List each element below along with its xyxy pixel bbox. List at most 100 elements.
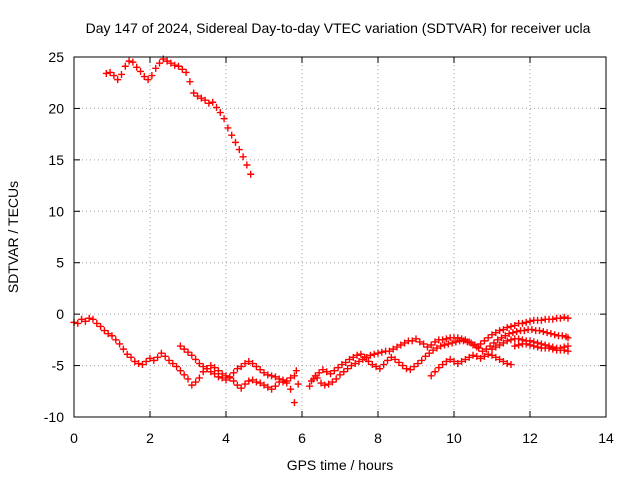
data-point — [488, 345, 496, 353]
data-point — [351, 360, 359, 368]
data-point — [245, 377, 253, 385]
data-point — [256, 379, 264, 387]
data-point — [372, 363, 380, 371]
data-point — [496, 355, 504, 363]
data-point — [357, 350, 365, 358]
x-tick-label: 2 — [146, 430, 154, 446]
data-point — [480, 352, 488, 360]
data-point — [433, 344, 441, 352]
data-point — [518, 319, 526, 327]
data-point — [211, 370, 219, 378]
data-point — [321, 381, 329, 389]
data-point — [511, 321, 519, 329]
data-point — [252, 378, 260, 386]
data-point — [194, 92, 201, 100]
data-point — [243, 161, 251, 169]
data-point — [484, 350, 492, 358]
data-point — [184, 375, 192, 383]
data-point — [186, 78, 194, 86]
data-point — [534, 343, 542, 351]
data-point — [247, 170, 255, 178]
y-tick-label: 10 — [48, 203, 64, 219]
chart-title: Day 147 of 2024, Sidereal Day-to-day VTE… — [86, 20, 591, 36]
data-point — [106, 68, 114, 76]
data-point — [564, 347, 572, 355]
series-lower-track-2 — [176, 326, 572, 386]
data-point — [334, 364, 342, 372]
data-point — [452, 338, 460, 346]
data-point — [498, 334, 505, 342]
data-point — [97, 322, 105, 330]
data-point — [431, 338, 439, 346]
data-point — [290, 372, 298, 380]
data-point — [397, 341, 405, 349]
data-point — [171, 61, 179, 69]
data-point — [271, 373, 279, 381]
data-point — [332, 375, 340, 383]
data-point — [530, 342, 538, 350]
data-point — [507, 322, 515, 330]
data-point — [460, 337, 467, 345]
data-point — [188, 351, 196, 359]
data-point — [410, 363, 418, 371]
data-point — [420, 340, 428, 348]
data-point — [511, 342, 519, 350]
data-point — [492, 353, 500, 361]
data-point — [249, 376, 257, 384]
data-point — [399, 362, 407, 370]
data-point — [283, 377, 291, 385]
data-point — [536, 327, 543, 335]
data-point — [423, 343, 431, 351]
data-point — [458, 357, 466, 365]
data-point — [157, 349, 165, 357]
data-point — [201, 96, 209, 104]
data-point — [444, 340, 452, 348]
data-point — [118, 70, 125, 78]
data-point — [241, 360, 249, 368]
data-point — [349, 353, 357, 361]
data-point — [564, 334, 572, 342]
data-point — [560, 346, 568, 354]
grid-lines — [74, 57, 606, 417]
data-point — [469, 351, 477, 359]
y-axis-label: SDTVAR / TECUs — [5, 181, 21, 293]
data-point — [140, 73, 148, 81]
data-point — [78, 315, 86, 323]
data-point — [133, 63, 141, 71]
data-point — [490, 339, 498, 347]
data-point — [195, 374, 203, 382]
data-point — [138, 361, 146, 369]
data-point — [104, 330, 112, 338]
data-point — [393, 343, 401, 351]
data-point — [167, 59, 175, 67]
y-tick-label: 20 — [48, 100, 64, 116]
data-point — [551, 331, 559, 339]
data-point — [178, 65, 186, 73]
data-point — [207, 368, 215, 376]
data-point — [228, 131, 236, 139]
data-point — [507, 361, 515, 369]
data-point — [560, 313, 568, 321]
data-point — [100, 327, 108, 335]
data-point — [192, 378, 200, 386]
data-point — [175, 62, 182, 70]
data-point — [442, 335, 450, 343]
data-point — [558, 332, 566, 340]
data-point — [180, 345, 188, 353]
data-point — [93, 319, 101, 327]
data-point — [441, 341, 448, 349]
data-point — [488, 331, 496, 339]
data-point — [129, 58, 137, 66]
data-point — [237, 384, 245, 392]
data-point — [249, 360, 257, 368]
data-point — [439, 361, 447, 369]
data-point — [549, 315, 557, 323]
data-point — [496, 327, 504, 335]
data-point — [311, 372, 319, 380]
data-point — [425, 349, 433, 357]
data-point — [503, 324, 511, 332]
data-point — [391, 355, 399, 363]
data-point — [89, 315, 97, 323]
data-point — [264, 383, 272, 391]
data-point — [328, 378, 336, 386]
